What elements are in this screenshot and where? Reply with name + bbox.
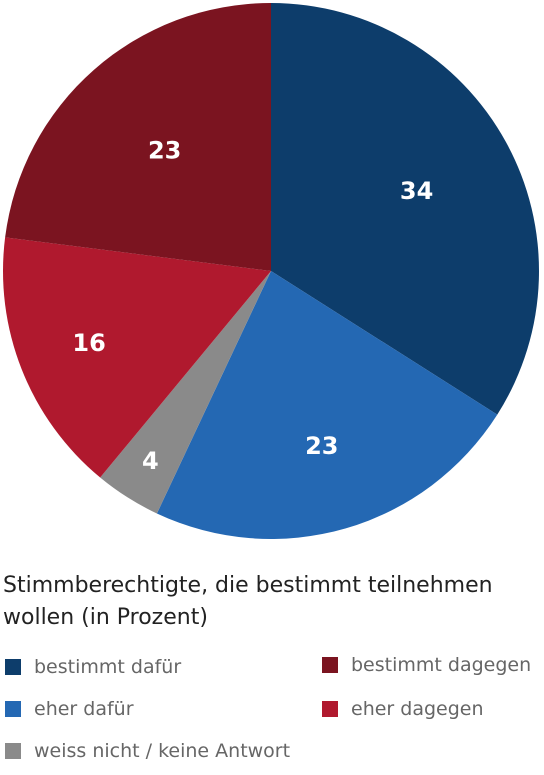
pie-slice: [156, 271, 498, 539]
legend-swatch: [322, 701, 338, 717]
legend: bestimmt dafür bestimmt dagegen eher daf…: [0, 652, 544, 772]
slice-value-label: 23: [148, 136, 181, 164]
legend-label: weiss nicht / keine Antwort: [34, 740, 291, 762]
legend-item-bestimmt-dafuer: bestimmt dafür: [5, 656, 181, 678]
legend-swatch: [5, 659, 21, 675]
legend-item-bestimmt-dagegen: bestimmt dagegen: [322, 654, 531, 676]
slice-value-label: 23: [305, 432, 338, 460]
pie-slice: [100, 271, 271, 514]
legend-item-weiss-nicht: weiss nicht / keine Antwort: [5, 740, 290, 762]
pie-slice: [271, 3, 539, 415]
legend-item-eher-dagegen: eher dagegen: [322, 698, 484, 720]
legend-label: eher dagegen: [351, 698, 484, 720]
chart-title: Stimmberechtigte, die bestimmt teilnehme…: [3, 573, 493, 630]
slice-value-label: 34: [400, 177, 433, 205]
pie-chart: 34 23 4 16 23: [2, 3, 539, 539]
slice-value-label: 4: [142, 447, 159, 475]
legend-label: bestimmt dafür: [34, 656, 182, 678]
legend-swatch: [322, 657, 338, 673]
pie-slices: [2, 3, 539, 539]
legend-label: eher dafür: [34, 698, 134, 720]
legend-swatch: [5, 743, 21, 759]
pie-slice: [5, 3, 272, 271]
legend-item-eher-dafuer: eher dafür: [5, 698, 134, 720]
slice-value-label: 16: [72, 329, 105, 357]
legend-label: bestimmt dagegen: [351, 654, 532, 676]
legend-swatch: [5, 701, 21, 717]
pie-slice: [2, 237, 272, 478]
slice-labels: 34 23 4 16 23: [72, 136, 433, 475]
